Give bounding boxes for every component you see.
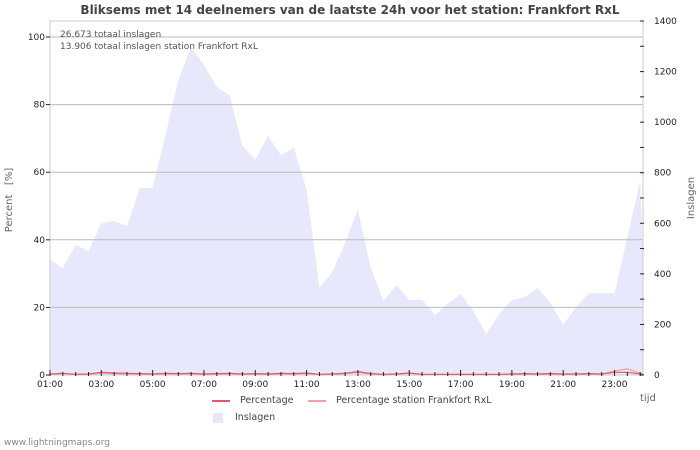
left-tick-label: 40 <box>34 236 46 246</box>
percentage-swatch <box>212 399 230 402</box>
legend-percentage-label: Percentage <box>240 395 294 406</box>
inslagen-area <box>50 47 643 375</box>
right-tick-label: 800 <box>654 169 671 179</box>
chart-title: Bliksems met 14 deelnemers van de laatst… <box>80 3 620 17</box>
x-tick-label: 11:00 <box>294 380 320 390</box>
right-tick-label: 1200 <box>654 68 677 78</box>
legend-percentage-station-label: Percentage station Frankfort RxL <box>336 395 492 406</box>
right-tick-label: 200 <box>654 320 671 330</box>
percentage-station-swatch <box>308 399 326 402</box>
left-tick-label: 60 <box>34 168 46 178</box>
legend-inslagen-label: Inslagen <box>235 412 276 423</box>
x-tick-label: 15:00 <box>396 380 422 390</box>
x-tick-label: 17:00 <box>448 380 474 390</box>
right-tick-label: 1400 <box>654 17 677 27</box>
left-axis-label: Percent [%] <box>4 168 15 233</box>
right-tick-label: 400 <box>654 270 671 280</box>
right-tick-label: 600 <box>654 219 671 229</box>
station-strikes-annotation: 13.906 totaal inslagen station Frankfort… <box>60 42 258 52</box>
x-tick-label: 23:00 <box>602 380 628 390</box>
footer-credit: www.lightningmaps.org <box>4 438 110 448</box>
x-tick-label: 05:00 <box>140 380 166 390</box>
right-tick-label: 0 <box>654 371 660 381</box>
inslagen-swatch <box>213 412 223 423</box>
x-axis-label: tijd <box>640 393 656 404</box>
right-tick-label: 1000 <box>654 118 677 128</box>
left-tick-label: 20 <box>34 303 46 313</box>
x-tick-label: 03:00 <box>88 380 114 390</box>
percentage-line <box>49 370 644 375</box>
legend-percentage-station: Percentage station Frankfort RxL <box>308 395 492 406</box>
x-tick-label: 09:00 <box>242 380 268 390</box>
left-tick-label: 100 <box>28 33 45 43</box>
x-tick-label: 21:00 <box>550 380 576 390</box>
legend-percentage: Percentage <box>212 395 293 406</box>
left-tick-label: 80 <box>34 101 46 111</box>
x-tick-label: 07:00 <box>191 380 217 390</box>
legend-inslagen: Inslagen <box>213 412 275 423</box>
right-axis-label: Inslagen <box>686 177 697 219</box>
x-tick-label: 13:00 <box>345 380 371 390</box>
total-strikes-annotation: 26.673 totaal inslagen <box>60 30 162 40</box>
left-tick-label: 0 <box>39 371 45 381</box>
x-tick-label: 19:00 <box>499 380 525 390</box>
x-tick-label: 01:00 <box>37 380 63 390</box>
